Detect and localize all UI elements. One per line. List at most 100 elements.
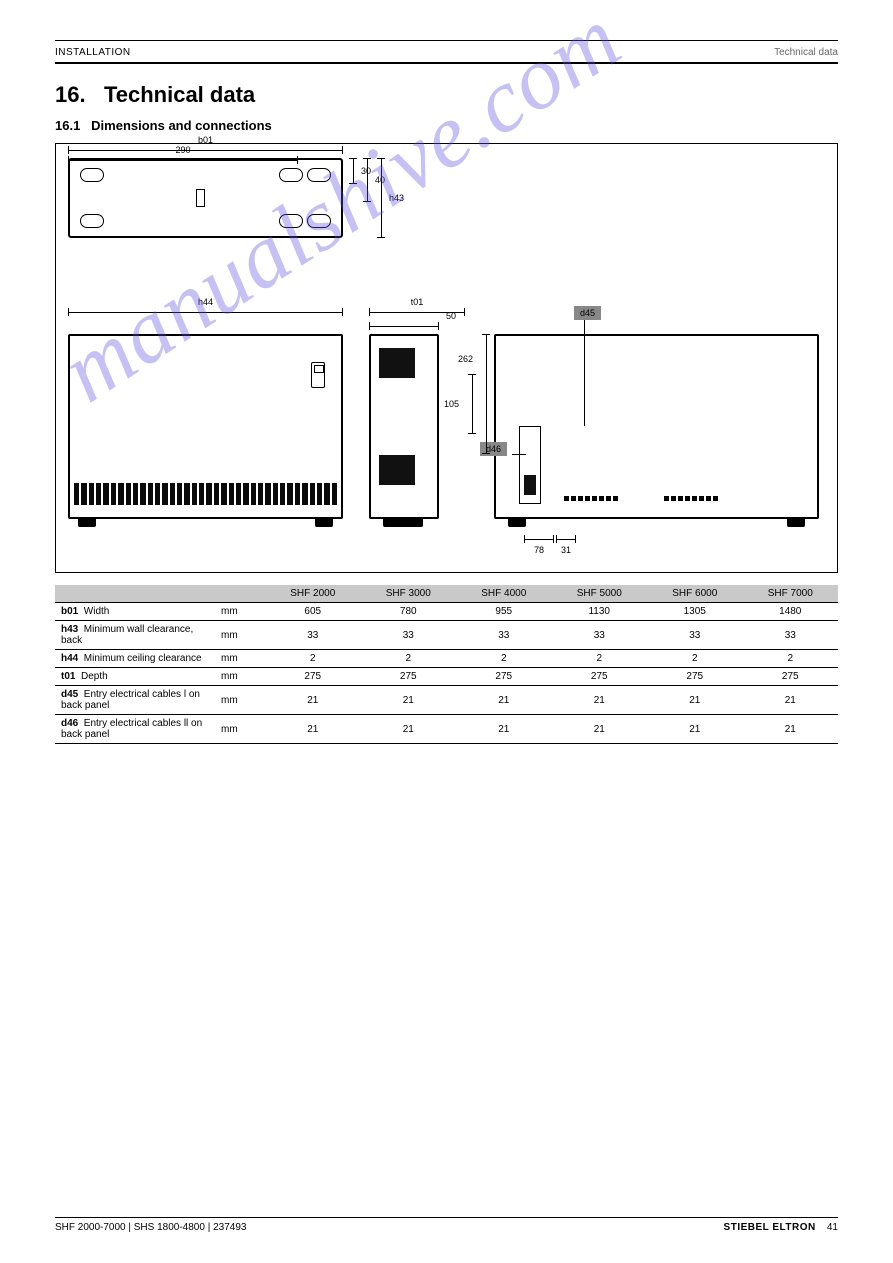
dim-label: 78 [534,545,544,555]
row-value: 2 [361,650,457,668]
row-value: 21 [456,686,552,715]
row-value: 2 [647,650,743,668]
foot-icon [508,519,526,527]
dim-label: h43 [389,193,404,203]
page-footer: SHF 2000-7000 | SHS 1800-4800 | 237493 S… [55,1217,838,1233]
row-label: d45 Entry electrical cables l on back pa… [55,686,215,715]
row-label: b01 Width [55,603,215,621]
row-value: 21 [647,715,743,744]
row-value: 275 [361,668,457,686]
row-value: 33 [265,621,361,650]
dim-label: 31 [561,545,571,555]
dim-label: b01 [198,135,213,145]
row-value: 2 [743,650,839,668]
row-value: 21 [743,686,839,715]
table-header-row: SHF 2000 SHF 3000 SHF 4000 SHF 5000 SHF … [55,585,838,603]
dim-b01: b01 [68,146,343,154]
row-value: 275 [552,668,648,686]
leader-line [512,454,526,455]
row-value: 21 [265,715,361,744]
row-value: 33 [361,621,457,650]
row-value: 275 [456,668,552,686]
grommet-icon [279,214,303,228]
row-value: 21 [361,686,457,715]
row-unit: mm [215,668,265,686]
dim-50: 50 [369,322,439,330]
row-value: 33 [552,621,648,650]
row-unit: mm [215,650,265,668]
header-ribbon: Technical data [774,47,838,58]
top-view: b01 290 30 40 [68,158,343,238]
dimensions-diagram: b01 290 30 40 [55,143,838,573]
callout-d45: d45 [574,306,601,320]
rear-panel-icon [519,426,541,504]
cable-entry-icon [524,475,536,495]
footer-page: 41 [827,1222,838,1233]
row-value: 1480 [743,603,839,621]
rule-heavy [55,62,838,64]
dim-label: 290 [175,145,190,155]
row-value: 605 [265,603,361,621]
footer-docref: SHF 2000-7000 | SHS 1800-4800 | 237493 [55,1222,246,1233]
row-value: 955 [456,603,552,621]
row-value: 275 [265,668,361,686]
table-header: SHF 2000 [265,585,361,603]
subsection-heading: 16.1 Dimensions and connections [55,118,838,133]
dim-105: 105 [468,374,476,434]
dim-262: 262 [482,334,490,454]
table-row: b01 Widthmm605780955113013051480 [55,603,838,621]
dim-78: 78 [524,535,554,543]
row-value: 21 [361,715,457,744]
front-view: h44 [68,334,343,519]
section-title: Technical data [104,82,255,107]
dim-31: 31 [556,535,576,543]
row-value: 2 [456,650,552,668]
dim-label: 50 [446,311,456,321]
row-label: h44 Minimum ceiling clearance [55,650,215,668]
feet [68,519,343,527]
footer-brand: STIEBEL ELTRON [724,1222,816,1233]
foot-icon [787,519,805,527]
row-unit: mm [215,715,265,744]
control-panel-icon [311,362,325,388]
air-grille [74,483,337,505]
dim-40: 40 [363,158,371,202]
row-value: 21 [647,686,743,715]
grommet-icon [307,168,331,182]
row-value: 21 [743,715,839,744]
table-row: h44 Minimum ceiling clearancemm222222 [55,650,838,668]
row-value: 275 [743,668,839,686]
breadcrumb: INSTALLATION [55,47,131,58]
row-value: 33 [743,621,839,650]
row-value: 275 [647,668,743,686]
dim-label: t01 [411,297,424,307]
table-header [55,585,215,603]
vent-slots [564,496,624,501]
dim-30: 30 [349,158,357,184]
grommet-icon [307,214,331,228]
row-value: 33 [647,621,743,650]
leader-line [584,320,585,426]
table-header: SHF 5000 [552,585,648,603]
dim-label: h44 [198,297,213,307]
foot-icon [383,519,423,527]
row-label: d46 Entry electrical cables ll on back p… [55,715,215,744]
side-vent-icon [379,455,415,485]
rule-top [55,40,838,41]
page: INSTALLATION Technical data 16. Technica… [0,0,893,1263]
row-unit: mm [215,686,265,715]
row-unit: mm [215,621,265,650]
rule-footer [55,1217,838,1218]
top-outline [68,158,343,238]
row-unit: mm [215,603,265,621]
dim-h43: h43 [377,158,385,238]
dimensions-table: SHF 2000 SHF 3000 SHF 4000 SHF 5000 SHF … [55,585,838,744]
feet [494,519,819,527]
row-value: 780 [361,603,457,621]
table-header: SHF 3000 [361,585,457,603]
side-view: t01 50 [369,334,439,519]
row-value: 2 [552,650,648,668]
row-value: 21 [552,686,648,715]
table-row: d45 Entry electrical cables l on back pa… [55,686,838,715]
row-value: 1305 [647,603,743,621]
